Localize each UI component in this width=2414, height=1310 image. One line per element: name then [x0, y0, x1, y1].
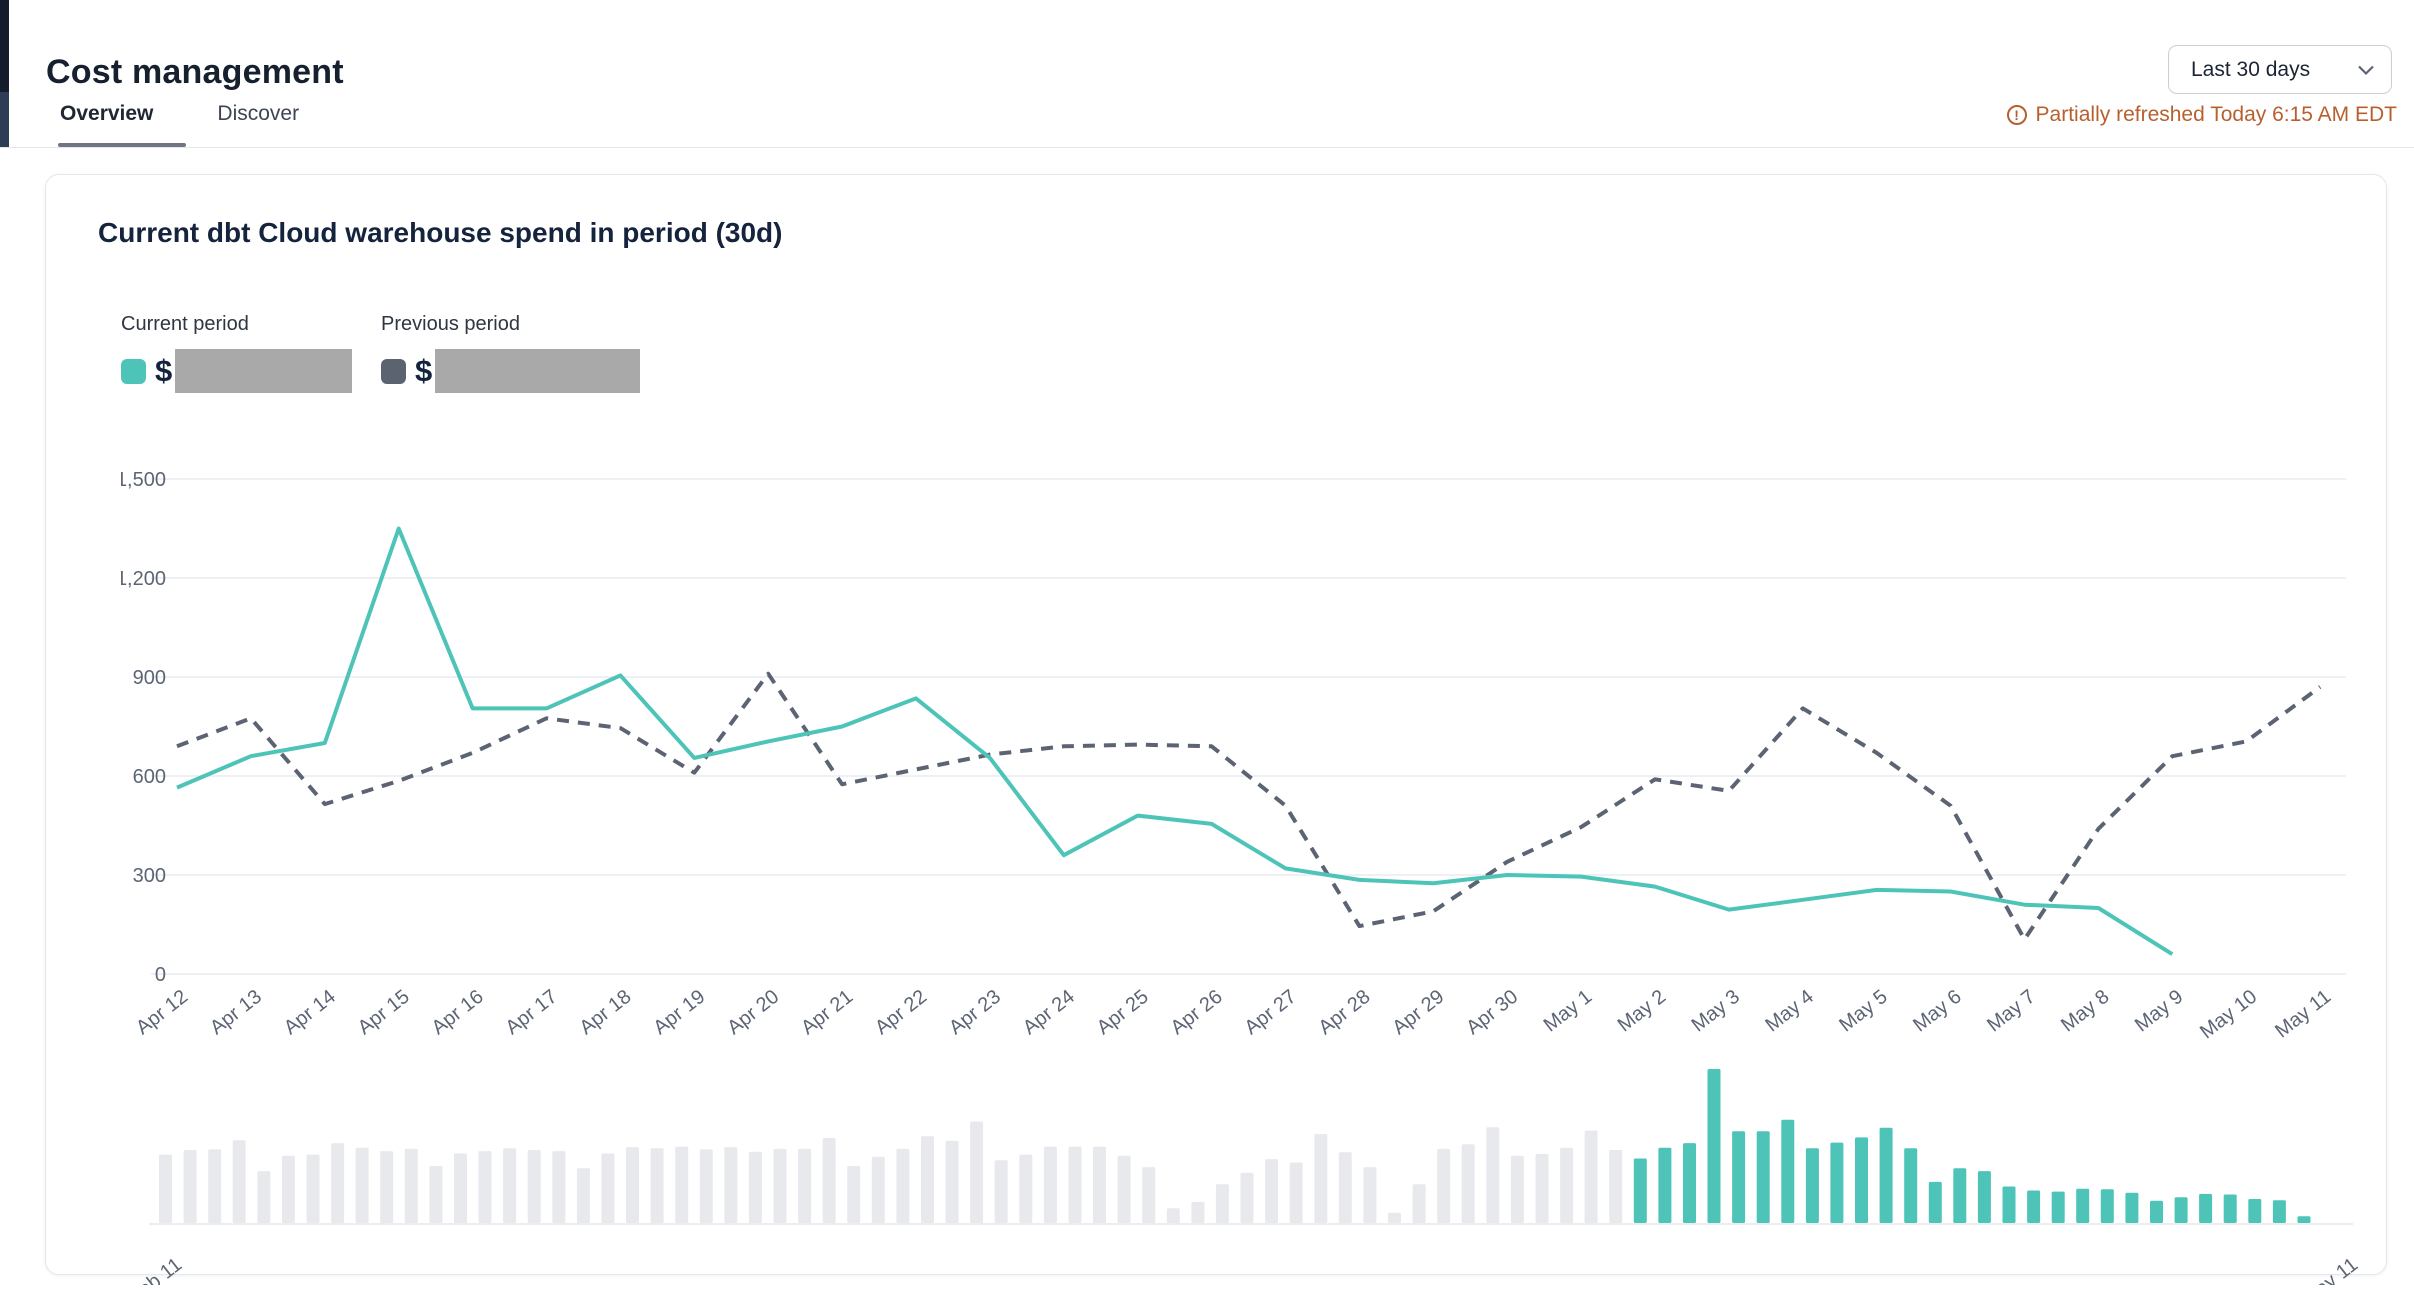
svg-text:Apr 26: Apr 26: [1167, 986, 1227, 1040]
svg-text:Apr 24: Apr 24: [1019, 986, 1079, 1040]
svg-text:May 7: May 7: [1983, 986, 2039, 1037]
svg-text:May 2: May 2: [1614, 986, 1670, 1037]
date-range-value: Last 30 days: [2191, 57, 2311, 81]
spend-line-chart: 0 300 600 900 1,200 1,500 Apr 12 Apr 13 Apr 14 Ap…: [121, 469, 2346, 1043]
svg-text:Apr 19: Apr 19: [649, 986, 709, 1040]
svg-text:Apr 18: Apr 18: [575, 986, 635, 1040]
svg-text:Apr 17: Apr 17: [502, 986, 562, 1040]
svg-text:May 11: May 11: [2298, 1254, 2362, 1285]
warning-icon: [2006, 105, 2027, 125]
svg-text:1,200: 1,200: [121, 568, 166, 590]
svg-text:May 9: May 9: [2131, 986, 2187, 1037]
legend-current-currency: $: [155, 353, 173, 388]
page-title: Cost management: [46, 52, 344, 91]
svg-text:May 6: May 6: [1909, 986, 1965, 1037]
svg-text:600: 600: [133, 766, 166, 788]
legend-current-label: Current period: [121, 313, 249, 335]
svg-text:May 3: May 3: [1688, 986, 1744, 1037]
svg-text:May 5: May 5: [1835, 986, 1891, 1037]
svg-text:Apr 14: Apr 14: [280, 986, 340, 1040]
date-range-minimap-brush[interactable]: Feb 11 May 11: [121, 1035, 2371, 1285]
svg-text:May 4: May 4: [1761, 986, 1817, 1037]
tab-bar: Overview Discover: [60, 102, 299, 126]
legend-current-swatch: [121, 358, 146, 384]
svg-text:1,500: 1,500: [121, 469, 166, 491]
refresh-status-text: Partially refreshed Today 6:15 AM EDT: [2035, 103, 2397, 126]
sidebar-edge-strip: [0, 0, 9, 92]
legend-previous-period: Previous period $: [381, 313, 641, 393]
svg-text:Apr 25: Apr 25: [1093, 986, 1153, 1040]
tab-discover[interactable]: Discover: [217, 102, 300, 125]
svg-text:May 8: May 8: [2057, 986, 2113, 1037]
svg-text:900: 900: [133, 667, 166, 689]
svg-text:May 1: May 1: [1540, 986, 1596, 1037]
svg-text:Apr 15: Apr 15: [354, 986, 414, 1040]
svg-text:Apr 13: Apr 13: [206, 986, 266, 1040]
svg-text:Feb 11: Feb 11: [125, 1254, 186, 1285]
sidebar-edge-strip-lower: [0, 92, 9, 147]
svg-text:Apr 21: Apr 21: [797, 986, 857, 1040]
legend-previous-label: Previous period: [381, 313, 520, 335]
active-tab-underline: [58, 143, 186, 147]
refresh-status: Partially refreshed Today 6:15 AM EDT: [2006, 103, 2397, 127]
svg-text:Apr 28: Apr 28: [1314, 986, 1374, 1040]
svg-text:Apr 29: Apr 29: [1388, 986, 1448, 1040]
legend-current-period: Current period $: [121, 313, 353, 393]
date-range-select[interactable]: Last 30 days: [2168, 45, 2392, 94]
svg-text:Apr 23: Apr 23: [945, 986, 1005, 1040]
svg-text:Apr 20: Apr 20: [723, 986, 783, 1040]
legend-current-value-redacted: [175, 349, 353, 393]
svg-text:300: 300: [133, 865, 166, 887]
svg-text:Apr 27: Apr 27: [1241, 986, 1301, 1040]
svg-text:0: 0: [155, 964, 166, 986]
header-divider: [0, 147, 2414, 148]
legend-previous-value-redacted: [435, 349, 641, 393]
spend-card: Current dbt Cloud warehouse spend in per…: [45, 174, 2387, 1285]
legend-previous-swatch: [381, 358, 406, 384]
svg-text:Apr 16: Apr 16: [428, 986, 488, 1040]
svg-text:Apr 30: Apr 30: [1462, 986, 1522, 1040]
chevron-down-icon: [2358, 65, 2374, 75]
svg-text:Apr 12: Apr 12: [132, 986, 192, 1040]
chart-title: Current dbt Cloud warehouse spend in per…: [98, 217, 783, 248]
legend-previous-currency: $: [415, 353, 433, 388]
svg-text:May 11: May 11: [2271, 986, 2335, 1043]
tab-overview[interactable]: Overview: [60, 102, 154, 125]
svg-text:Apr 22: Apr 22: [871, 986, 931, 1040]
